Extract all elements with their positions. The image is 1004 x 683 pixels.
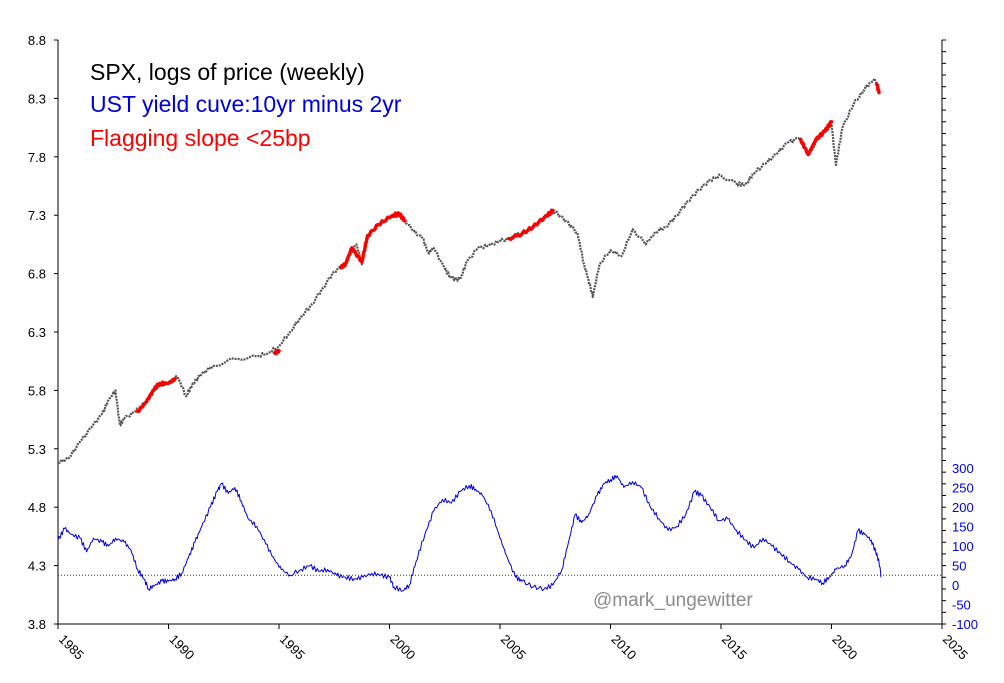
left-tick-label: 8.8 xyxy=(28,33,46,48)
legend-spx: SPX, logs of price (weekly) xyxy=(90,59,365,85)
right-tick-label: 300 xyxy=(952,461,974,476)
x-tick-label: 2010 xyxy=(608,632,639,663)
legend: SPX, logs of price (weekly) UST yield cu… xyxy=(90,59,402,151)
right-tick-label: 150 xyxy=(952,520,974,535)
left-tick-label: 7.3 xyxy=(28,208,46,223)
right-tick-label: -100 xyxy=(952,617,978,632)
left-tick-label: 5.3 xyxy=(28,442,46,457)
left-tick-label: 3.8 xyxy=(28,617,46,632)
legend-flagging: Flagging slope <25bp xyxy=(90,125,311,151)
axes xyxy=(54,39,946,629)
right-tick-label: 200 xyxy=(952,500,974,515)
x-tick-label: 1990 xyxy=(166,632,197,663)
x-tick-label: 2000 xyxy=(387,632,418,663)
right-tick-label: 50 xyxy=(952,559,966,574)
flagging-segment xyxy=(798,120,834,157)
left-tick-label: 8.3 xyxy=(28,91,46,106)
x-tick-label: 2025 xyxy=(940,632,971,663)
spx-price-line xyxy=(57,77,881,464)
watermark: @mark_ungewitter xyxy=(593,590,753,611)
flagging-segment xyxy=(339,211,407,270)
left-tick-label: 7.8 xyxy=(28,150,46,165)
legend-yield-curve: UST yield cuve:10yr minus 2yr xyxy=(90,91,402,117)
right-tick-label: 250 xyxy=(952,481,974,496)
x-tick-label: 1985 xyxy=(56,632,87,663)
x-tick-label: 2020 xyxy=(829,632,860,663)
left-tick-label: 4.3 xyxy=(28,559,46,574)
left-tick-label: 6.3 xyxy=(28,325,46,340)
x-tick-label: 1995 xyxy=(277,632,308,663)
flagging-segment xyxy=(135,376,177,414)
yield-curve-line xyxy=(57,474,882,592)
left-tick-label: 4.8 xyxy=(28,500,46,515)
right-tick-label: -50 xyxy=(952,598,971,613)
right-tick-label: 0 xyxy=(952,578,959,593)
plot-area xyxy=(57,77,942,592)
left-tick-label: 6.8 xyxy=(28,267,46,282)
flagging-segment xyxy=(507,208,555,241)
flagging-segment xyxy=(875,82,881,95)
x-tick-label: 2005 xyxy=(498,632,529,663)
x-tick-label: 2015 xyxy=(719,632,750,663)
flagging-segment xyxy=(272,348,281,356)
left-tick-label: 5.8 xyxy=(28,383,46,398)
right-tick-label: 100 xyxy=(952,539,974,554)
